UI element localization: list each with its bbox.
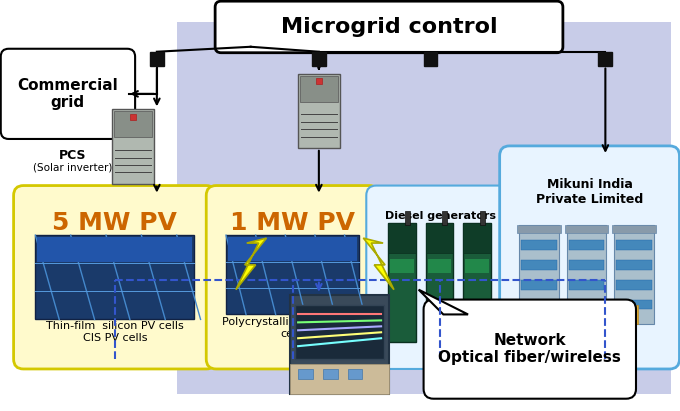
FancyBboxPatch shape — [367, 185, 515, 369]
Text: Microgrid control: Microgrid control — [281, 17, 497, 37]
Bar — [290, 295, 389, 394]
Text: Polycrystalline  silicon PV
cells: Polycrystalline silicon PV cells — [222, 317, 363, 339]
FancyBboxPatch shape — [1, 49, 135, 139]
Bar — [428, 259, 452, 273]
Bar — [347, 369, 362, 379]
Bar — [568, 280, 605, 290]
Bar — [565, 225, 609, 233]
Text: Network
Optical fiber/wireless: Network Optical fiber/wireless — [439, 333, 622, 365]
FancyBboxPatch shape — [424, 300, 636, 399]
Bar — [112, 109, 154, 184]
Bar — [300, 76, 338, 102]
Bar — [612, 225, 656, 233]
Bar — [522, 280, 557, 290]
Text: Mikuni India
Private Limited: Mikuni India Private Limited — [536, 178, 643, 206]
Polygon shape — [363, 238, 394, 290]
Text: PCS: PCS — [59, 149, 86, 162]
Bar — [465, 259, 489, 273]
Bar — [228, 237, 358, 261]
Text: Thin-film  silicon PV cells
CIS PV cells: Thin-film silicon PV cells CIS PV cells — [46, 321, 184, 343]
Bar — [568, 300, 605, 309]
Bar — [517, 225, 561, 233]
FancyBboxPatch shape — [14, 185, 216, 369]
Bar — [388, 223, 415, 253]
Bar — [426, 223, 454, 253]
Bar — [388, 223, 415, 342]
Bar — [463, 223, 491, 342]
Polygon shape — [236, 238, 267, 290]
Text: Commercial
grid: Commercial grid — [18, 78, 118, 110]
Bar — [568, 260, 605, 270]
Bar — [567, 225, 607, 324]
Bar — [616, 280, 652, 290]
Bar — [150, 52, 164, 66]
Bar — [598, 52, 612, 66]
Bar — [463, 223, 491, 253]
Bar — [312, 52, 326, 66]
Bar — [614, 225, 653, 324]
Text: 1 MW PV: 1 MW PV — [231, 211, 355, 235]
Bar — [522, 240, 557, 250]
Bar — [177, 22, 670, 394]
Bar — [35, 235, 194, 319]
Bar — [479, 211, 485, 225]
Text: (Solar inverter): (Solar inverter) — [33, 163, 113, 173]
FancyBboxPatch shape — [500, 146, 679, 369]
Text: Diesel generators: Diesel generators — [385, 211, 496, 222]
Bar — [616, 240, 652, 250]
Bar — [295, 305, 384, 359]
Bar — [37, 237, 192, 262]
Bar — [114, 111, 152, 137]
Bar — [424, 52, 437, 66]
FancyBboxPatch shape — [206, 185, 379, 369]
Bar — [390, 259, 413, 273]
Bar — [290, 364, 389, 394]
Bar — [405, 211, 409, 225]
FancyBboxPatch shape — [215, 1, 563, 53]
Bar — [535, 305, 543, 324]
Bar — [630, 305, 638, 324]
Polygon shape — [419, 290, 468, 314]
Bar — [442, 211, 447, 225]
Bar — [522, 300, 557, 309]
Bar — [583, 305, 590, 324]
Bar — [616, 300, 652, 309]
Bar — [616, 260, 652, 270]
Text: 5 MW PV: 5 MW PV — [52, 211, 177, 235]
Bar — [520, 225, 559, 324]
Bar — [323, 369, 338, 379]
Bar — [522, 260, 557, 270]
Bar — [298, 74, 339, 148]
Bar — [426, 223, 454, 342]
Bar — [568, 240, 605, 250]
Bar — [226, 235, 359, 314]
Bar — [316, 79, 322, 84]
Bar — [130, 114, 136, 120]
Bar — [298, 369, 313, 379]
